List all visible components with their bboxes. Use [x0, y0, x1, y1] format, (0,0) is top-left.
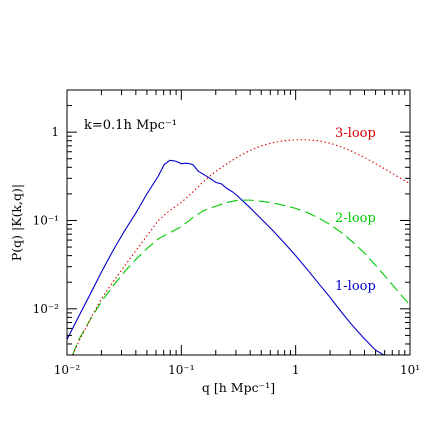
series-line-3-loop	[72, 139, 410, 355]
x-tick-label: 1	[292, 363, 300, 377]
series-line-2-loop	[72, 199, 410, 355]
tick-labels-layer: 10⁻² 10⁻¹ 1 10¹ 10⁻² 10⁻¹ 1	[33, 125, 420, 377]
x-tick-label: 10⁻²	[54, 363, 81, 377]
x-axis-label: q [h Mpc⁻¹]	[202, 380, 275, 395]
series-line-1-loop	[67, 159, 385, 355]
series-label-3-loop: 3-loop	[335, 126, 376, 141]
ticks-layer	[66, 89, 411, 356]
x-tick-label: 10¹	[400, 363, 420, 377]
x-tick-label: 10⁻¹	[168, 363, 194, 377]
y-tick-label: 10⁻¹	[33, 213, 59, 227]
curves-layer	[67, 139, 410, 355]
annotation-text: k=0.1h Mpc⁻¹	[84, 118, 177, 133]
series-label-2-loop: 2-loop	[335, 211, 376, 226]
series-label-1-loop: 1-loop	[335, 279, 376, 294]
series-labels-layer: 1-loop 2-loop 3-loop	[335, 126, 376, 294]
plot-frame	[66, 89, 411, 356]
y-tick-label: 10⁻²	[33, 302, 60, 316]
y-tick-label: 1	[51, 125, 59, 139]
y-axis-label: P(q) |K(k,q)|	[9, 184, 24, 261]
